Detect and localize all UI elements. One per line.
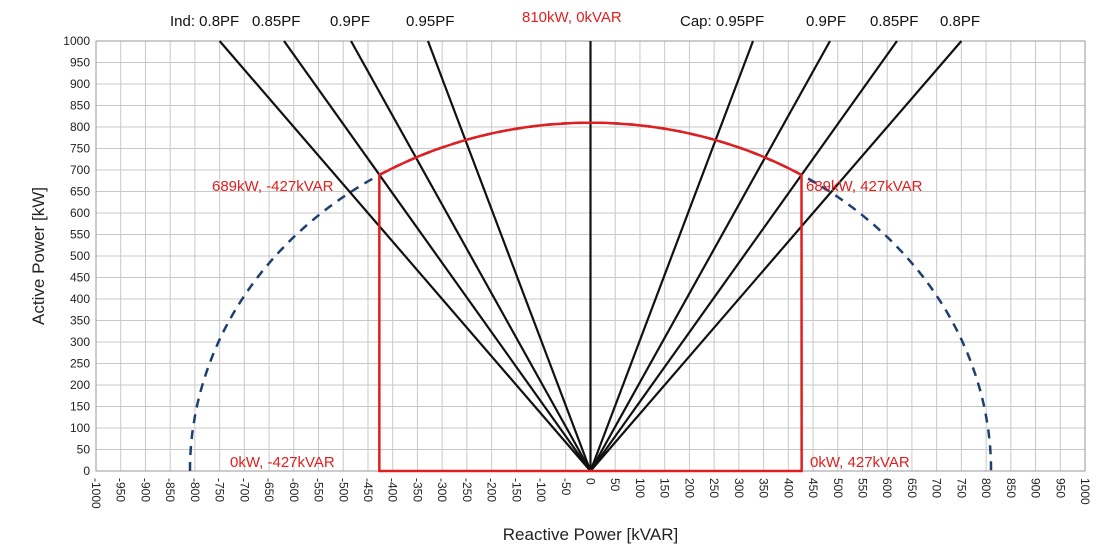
y-tick-label: 950 [70,56,90,70]
x-tick-label: -550 [312,478,326,502]
y-tick-label: 800 [70,120,90,134]
x-tick-label: 950 [1053,478,1067,498]
x-tick-label: 850 [1004,478,1018,498]
x-tick-label: 650 [905,478,919,498]
x-tick-label: -850 [163,478,177,502]
y-tick-label: 650 [70,185,90,199]
pf-line [218,40,592,472]
y-tick-label: 350 [70,314,90,328]
x-tick-label: -1000 [89,478,103,509]
pf-label: 0.85PF [870,13,918,30]
x-tick-label: -250 [460,478,474,502]
point-annotation: 0kW, 427kVAR [810,454,910,471]
y-tick-label: 600 [70,206,90,220]
pf-label: 0.85PF [252,13,300,30]
x-tick-label: -100 [534,478,548,502]
pf-label: 0.8PF [940,13,980,30]
pf-line [283,40,592,472]
y-tick-label: 850 [70,99,90,113]
x-tick-label: 600 [880,478,894,498]
y-tick-label: 900 [70,77,90,91]
x-tick-labels: -1000 -950 -900 -850 -800 -750 -700 -650 -600 -55… [89,478,1092,509]
x-tick-label: 300 [732,478,746,498]
y-tick-label: 300 [70,335,90,349]
y-tick-label: 750 [70,142,90,156]
x-tick-label: 550 [855,478,869,498]
x-tick-label: -400 [386,478,400,502]
x-tick-label: -200 [485,478,499,502]
x-tick-label: -500 [336,478,350,502]
pf-line [589,40,963,472]
x-tick-label: 50 [608,478,622,492]
point-annotations: 689kW, -427kVAR 689kW, 427kVAR 0kW, -427kV… [212,9,923,471]
y-tick-label: 400 [70,292,90,306]
y-axis-title: Active Power [kW] [29,187,48,325]
point-annotation: 689kW, -427kVAR [212,178,334,195]
x-tick-label: 700 [930,478,944,498]
pf-line [589,40,898,472]
pf-label: 0.9PF [330,13,370,30]
pf-line [589,40,831,472]
pf-label: 0.95PF [406,13,454,30]
x-tick-label: 150 [658,478,672,498]
x-tick-label: -50 [559,478,573,496]
capability-boundary [378,121,803,473]
pf-line [589,40,755,472]
point-annotation: 689kW, 427kVAR [806,178,923,195]
x-tick-label: 750 [954,478,968,498]
y-tick-label: 700 [70,163,90,177]
x-tick-label: 250 [707,478,721,498]
y-tick-label: 200 [70,378,90,392]
point-annotation: 810kW, 0kVAR [522,9,622,26]
x-tick-label: -350 [410,478,424,502]
x-tick-label: -700 [237,478,251,502]
x-tick-label: -450 [361,478,375,502]
power-factor-lines [218,40,963,472]
pf-label: 0.9PF [806,13,846,30]
x-tick-label: -650 [262,478,276,502]
x-tick-label: 100 [633,478,647,498]
x-tick-label: 400 [781,478,795,498]
apparent-power-circle [188,121,993,471]
y-tick-label: 0 [83,464,90,478]
y-tick-label: 450 [70,271,90,285]
x-tick-label: 450 [806,478,820,498]
capability-boundary-path [378,121,803,473]
y-tick-label: 500 [70,249,90,263]
x-tick-label: -750 [213,478,227,502]
power-factor-labels: Ind: 0.8PF 0.85PF 0.9PF 0.95PF Cap: 0.95PF 0.… [170,13,980,30]
x-tick-label: -800 [188,478,202,502]
y-tick-label: 100 [70,421,90,435]
x-axis-title: Reactive Power [kVAR] [503,525,678,544]
x-tick-label: 800 [979,478,993,498]
point-annotation: 0kW, -427kVAR [230,454,335,471]
y-tick-label: 50 [77,443,91,457]
x-tick-label: -950 [114,478,128,502]
pf-line [426,40,592,472]
x-tick-label: 350 [757,478,771,498]
x-tick-label: -900 [138,478,152,502]
x-tick-label: 500 [831,478,845,498]
y-tick-label: 550 [70,228,90,242]
y-tick-label: 250 [70,357,90,371]
x-tick-label: 900 [1029,478,1043,498]
x-tick-label: -150 [509,478,523,502]
x-tick-label: -600 [287,478,301,502]
y-tick-label: 150 [70,400,90,414]
y-tick-label: 1000 [63,34,90,48]
pf-label: Ind: 0.8PF [170,13,239,30]
x-tick-label: 1000 [1078,478,1092,505]
x-tick-label: -300 [435,478,449,502]
y-tick-labels: 0 50 100 150 200 250 300 350 400 450 500 550 600 650 7… [63,34,90,478]
x-tick-label: 0 [584,478,598,485]
x-tick-label: 200 [682,478,696,498]
pf-line [350,40,592,472]
pf-label: Cap: 0.95PF [680,13,764,30]
apparent-power-circle-arc [188,121,993,471]
